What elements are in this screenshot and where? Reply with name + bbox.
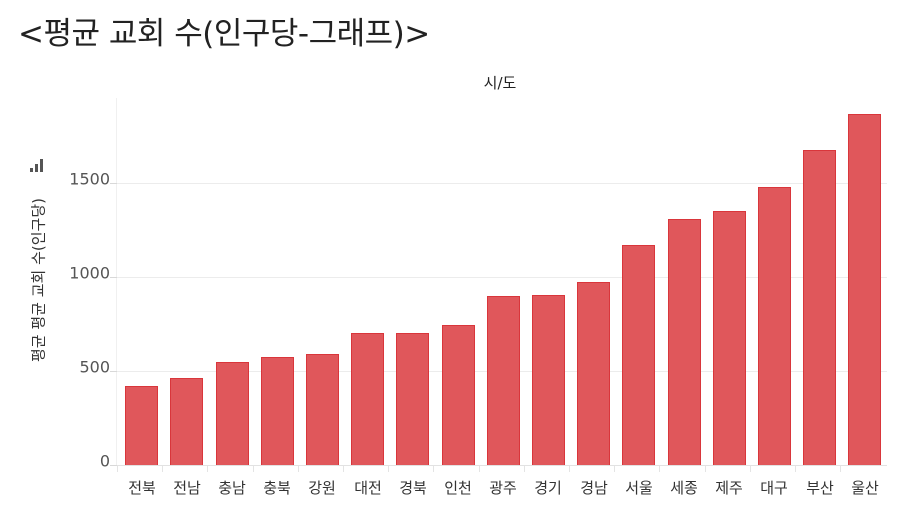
- bar-전남[interactable]: [170, 378, 203, 465]
- x-tick-label: 제주: [715, 479, 743, 497]
- x-tick-label: 충남: [218, 479, 246, 497]
- x-tick-label: 대전: [354, 479, 382, 497]
- x-tick-label: 전북: [128, 479, 156, 497]
- bar-인천[interactable]: [442, 325, 475, 465]
- x-tick-mark: [569, 466, 570, 472]
- x-axis-baseline: [117, 465, 887, 466]
- y-tick-mark: [110, 371, 117, 372]
- x-tick-label: 세종: [670, 479, 698, 497]
- page-title: <평균 교회 수(인구당-그래프)>: [18, 16, 430, 52]
- bar-광주[interactable]: [487, 296, 520, 465]
- x-tick-mark: [162, 466, 163, 472]
- x-tick-label: 충북: [263, 479, 291, 497]
- bar-서울[interactable]: [622, 245, 655, 465]
- x-tick-mark: [840, 466, 841, 472]
- y-tick-label: 500: [79, 357, 110, 377]
- sort-icon[interactable]: [30, 158, 44, 172]
- x-tick-mark: [388, 466, 389, 472]
- y-tick-mark: [110, 277, 117, 278]
- x-tick-mark: [343, 466, 344, 472]
- bar-세종[interactable]: [668, 219, 701, 465]
- bar-제주[interactable]: [713, 211, 746, 465]
- y-tick-label: 1500: [69, 169, 110, 189]
- x-tick-mark: [524, 466, 525, 472]
- x-tick-label: 서울: [625, 479, 653, 497]
- gridline: [117, 183, 887, 184]
- column-header: 시/도: [483, 74, 517, 92]
- x-tick-label: 강원: [308, 479, 336, 497]
- x-tick-label: 울산: [851, 479, 879, 497]
- x-tick-label: 경기: [534, 479, 562, 497]
- x-tick-label: 부산: [806, 479, 834, 497]
- bar-충남[interactable]: [216, 362, 249, 465]
- bar-경기[interactable]: [532, 295, 565, 465]
- bar-충북[interactable]: [261, 357, 294, 465]
- x-tick-label: 대구: [760, 479, 788, 497]
- x-tick-label: 광주: [489, 479, 517, 497]
- y-axis-line: [116, 98, 117, 466]
- x-tick-mark: [479, 466, 480, 472]
- x-tick-label: 경북: [399, 479, 427, 497]
- x-tick-mark: [253, 466, 254, 472]
- bar-전북[interactable]: [125, 386, 158, 465]
- y-axis-label: 평균 평균 교회 수(인구당): [29, 197, 48, 363]
- x-tick-mark: [207, 466, 208, 472]
- x-tick-label: 인천: [444, 479, 472, 497]
- x-tick-label: 경남: [580, 479, 608, 497]
- bar-경남[interactable]: [577, 282, 610, 465]
- gridline: [117, 277, 887, 278]
- bar-대구[interactable]: [758, 187, 791, 465]
- bar-대전[interactable]: [351, 333, 384, 465]
- bar-강원[interactable]: [306, 354, 339, 465]
- x-tick-mark: [705, 466, 706, 472]
- y-tick-mark: [110, 465, 117, 466]
- x-tick-mark: [298, 466, 299, 472]
- x-tick-mark: [614, 466, 615, 472]
- y-tick-label: 1000: [69, 263, 110, 283]
- x-tick-mark: [750, 466, 751, 472]
- bar-경북[interactable]: [396, 333, 429, 465]
- x-tick-label: 전남: [173, 479, 201, 497]
- x-tick-mark: [659, 466, 660, 472]
- x-tick-mark: [433, 466, 434, 472]
- y-tick-label: 0: [99, 451, 110, 471]
- x-tick-mark: [117, 466, 118, 472]
- y-tick-mark: [110, 183, 117, 184]
- x-tick-mark: [795, 466, 796, 472]
- bar-부산[interactable]: [803, 150, 836, 465]
- bar-울산[interactable]: [848, 114, 881, 465]
